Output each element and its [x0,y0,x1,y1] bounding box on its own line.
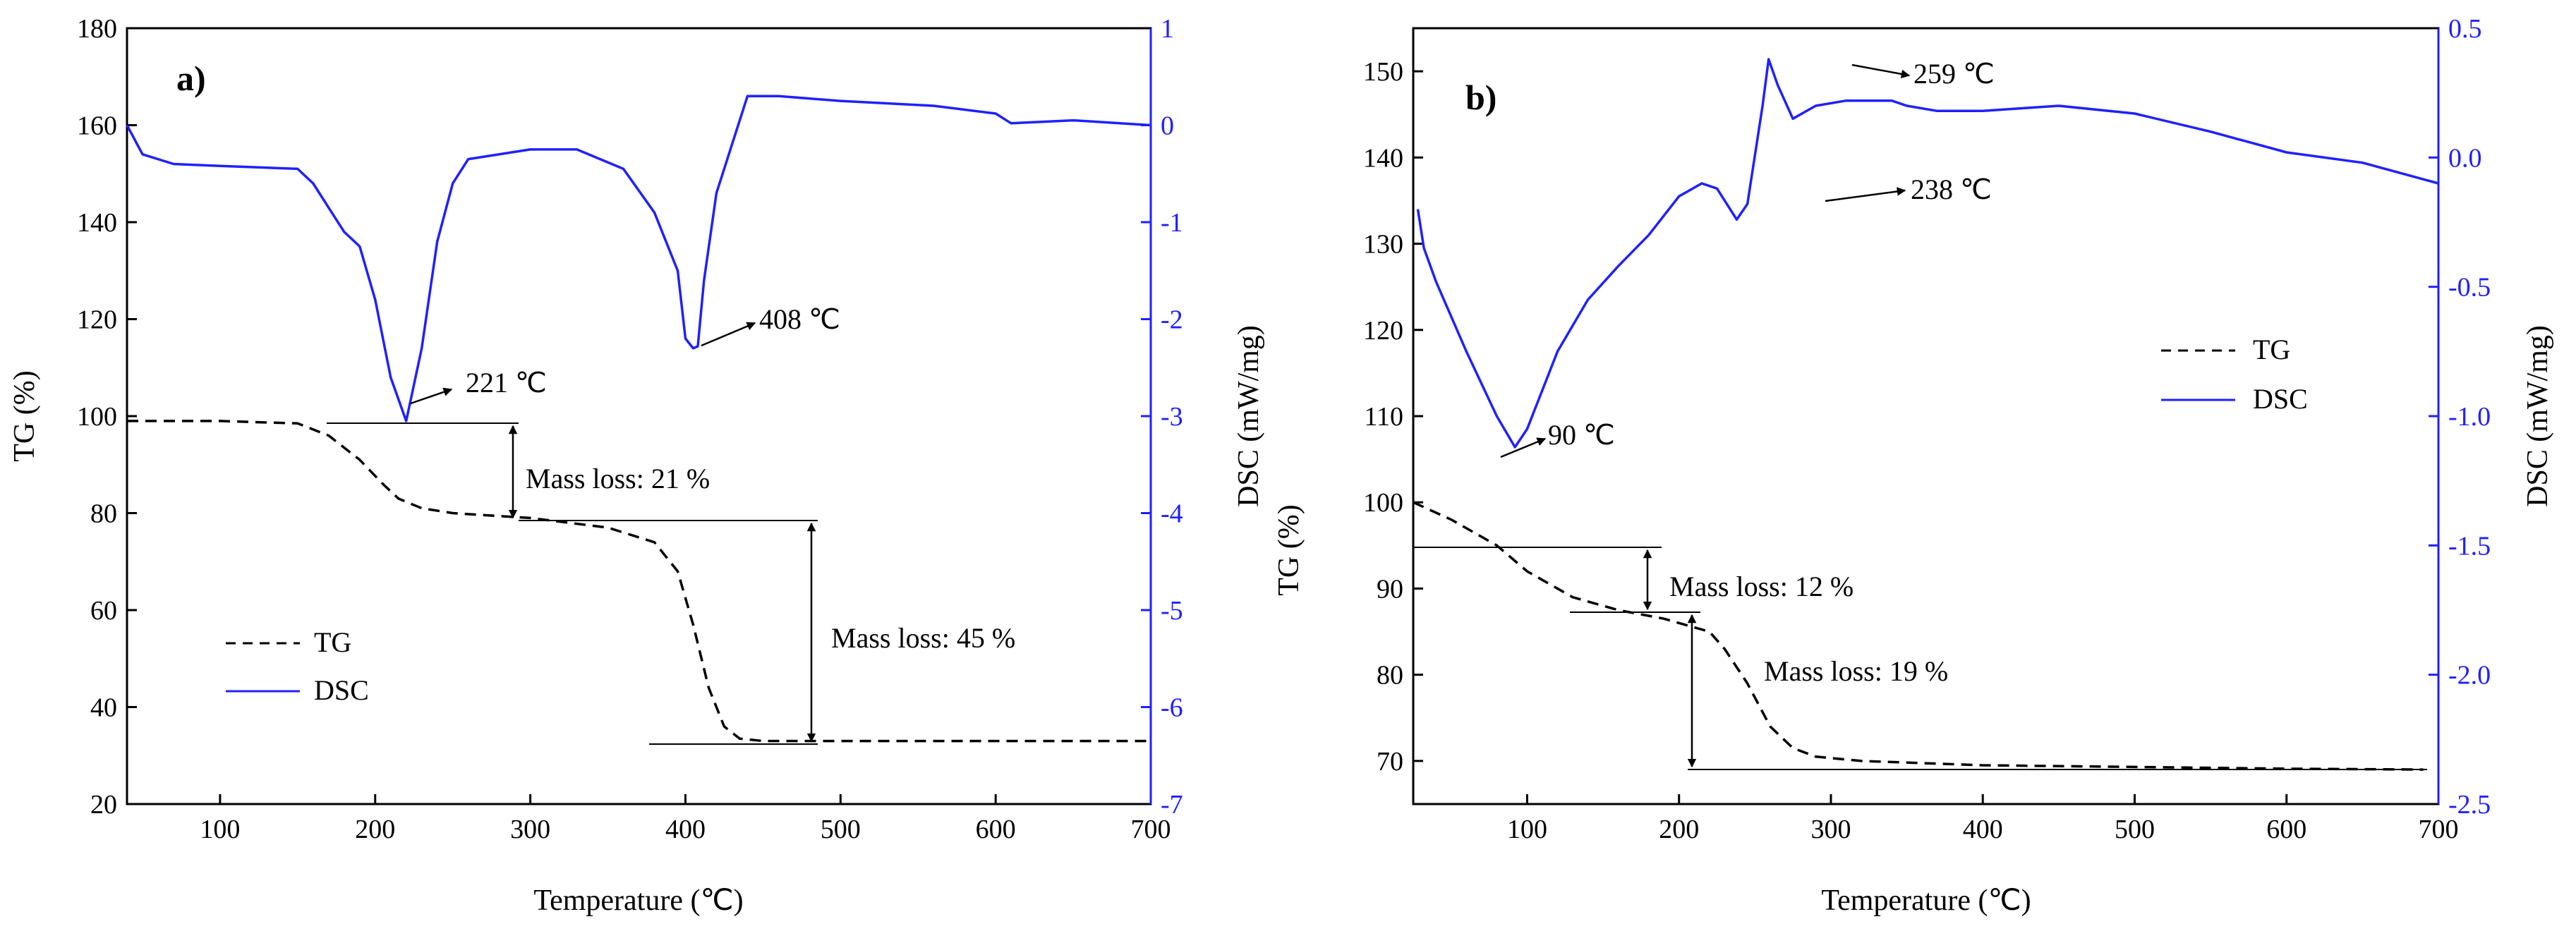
panel-b-tg-series-line [1413,501,2424,771]
panel-a-y-tick-label: 100 [77,402,117,432]
panel-a-mass-loss-label: Mass loss: 45 % [831,622,1015,654]
panel-b-legend: TG DSC [2161,334,2308,415]
panel-b-x-tick-label: 500 [2115,815,2155,844]
panel-b-y-tick-label: 130 [1363,230,1403,260]
panel-b-legend-tg-label: TG [2253,334,2290,365]
panel-b-ticks: 100 200 300 400 500 600 700 70 80 90 100 110 120 130 1… [1363,14,2491,844]
panel-a-x-tick-label: 100 [200,815,240,844]
panel-b-label: b) [1465,78,1496,117]
panel-a-legend-dsc-label: DSC [314,674,369,706]
panel-b-dsc-tick-label: -0.5 [2448,273,2491,303]
panel-b-series [1413,58,2439,771]
panel-b-dsc-tick-label: -1.0 [2448,402,2491,432]
panel-a-y-tick-label: 180 [77,14,117,44]
panel-a-peak-label: 221 ℃ [466,367,547,398]
panel-b-y-tick-label: 120 [1363,316,1403,346]
panel-a-dsc-axis-title: DSC (mW/mg) [1233,325,1265,507]
panel-b-peak-label: 259 ℃ [1913,58,1995,90]
panel-a-peak-label: 408 ℃ [759,303,840,335]
panel-b-peak-label: 90 ℃ [1548,419,1615,451]
panel-b-y-tick-label: 140 [1363,143,1403,173]
panel-a-dsc-tick-label: -3 [1161,402,1183,432]
panel-a-legend-tg-label: TG [314,626,351,658]
panel-a-dsc-tick-label: -7 [1161,790,1183,820]
panel-a-y-tick-label: 160 [77,111,117,141]
panel-a-tg-series-line [127,420,1151,743]
panel-b-x-tick-label: 100 [1507,815,1547,844]
panel-b-x-tick-label: 600 [2266,815,2306,844]
panel-a-y-tick-label: 60 [90,596,117,626]
panel-a-mass-loss-label: Mass loss: 21 % [526,463,710,494]
panel-a-y-tick-label: 40 [90,693,117,723]
panel-a-dsc-tick-label: -5 [1161,596,1183,626]
panel-b-legend-dsc-label: DSC [2253,383,2308,415]
panel-a-dsc-tick-label: 0 [1161,111,1174,141]
panel-a-dsc-tick-label: -4 [1161,499,1183,529]
panel-b-x-tick-label: 300 [1810,815,1851,844]
panel-a-x-tick-label: 600 [976,815,1016,844]
panel-a-plot-frame [126,27,1152,805]
panel-a-dsc-tick-label: -1 [1161,208,1183,238]
panel-b-y-tick-label: 150 [1363,57,1403,87]
panel-a-y-tick-label: 20 [90,790,117,820]
panel-a-dsc-tick-label: 1 [1161,14,1174,44]
panel-a-x-tick-label: 300 [510,815,550,844]
panel-b-dsc-series-line [1416,58,2439,449]
panel-b-peak-arrow [1500,437,1547,458]
panel-b-y-tick-label: 100 [1363,488,1403,518]
panel-b-plot-frame [1412,27,2440,805]
panel-a-dsc-tick-label: -2 [1161,305,1183,335]
panel-a-y-axis-title: TG (%) [8,370,41,461]
panel-a-peak-arrow [701,322,756,347]
panel-a-x-tick-label: 500 [821,815,861,844]
panel-b-y-tick-label: 90 [1377,574,1403,604]
panel-b-dsc-tick-label: 0.0 [2448,143,2482,173]
panel-a-x-tick-label: 400 [665,815,706,844]
chart-panel-a: 100 200 300 400 500 600 700 20 40 60 80 100 120 140 16… [8,14,1265,917]
panel-b-peak-arrow [1825,187,1906,202]
panel-a-peak-arrow [410,387,453,405]
panel-a-x-tick-label: 700 [1131,815,1171,844]
panel-b-mass-loss-label: Mass loss: 19 % [1764,655,1948,687]
panel-b-x-tick-label: 700 [2419,815,2459,844]
panel-a-series [126,95,1151,743]
panel-b-y-axis-title: TG (%) [1273,504,1305,595]
panel-a-dsc-series-line [126,95,1151,422]
panel-b-dsc-tick-label: -1.5 [2448,531,2491,561]
panel-b-x-tick-label: 400 [1963,815,2003,844]
panel-b-y-tick-label: 70 [1377,747,1403,777]
panel-b-dsc-axis-title: DSC (mW/mg) [2522,325,2554,507]
panel-b-x-tick-label: 200 [1659,815,1699,844]
panel-b-x-axis-title: Temperature (℃) [1821,884,2031,917]
panel-b-dsc-tick-label: -2.0 [2448,661,2491,690]
panel-a-x-tick-label: 200 [355,815,395,844]
panel-a-legend: TG DSC [226,626,369,706]
panel-a-x-axis-title: Temperature (℃) [533,884,743,917]
panel-b-peak-arrow [1851,63,1911,79]
panel-a-ticks: 100 200 300 400 500 600 700 20 40 60 80 100 120 140 16… [77,14,1183,844]
chart-panel-b: 100 200 300 400 500 600 700 70 80 90 100 110 120 130 1… [1273,14,2554,917]
panel-b-dsc-tick-label: -2.5 [2448,790,2491,820]
panel-a-dsc-tick-label: -6 [1161,693,1183,723]
panel-b-peak-label: 238 ℃ [1911,174,1992,205]
panel-b-dsc-tick-label: 0.5 [2448,14,2482,44]
panel-b-y-tick-label: 110 [1364,402,1403,432]
panel-a-y-tick-label: 80 [90,499,117,529]
panel-a-y-tick-label: 140 [77,208,117,238]
panel-a-label: a) [176,59,206,98]
panel-b-mass-loss-label: Mass loss: 12 % [1669,571,1854,602]
panel-a-y-tick-label: 120 [77,305,117,335]
panel-b-y-tick-label: 80 [1377,661,1403,690]
